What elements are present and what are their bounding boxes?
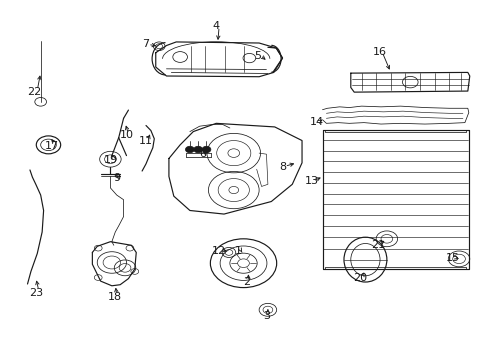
Text: 4: 4 [212, 21, 219, 31]
Text: 22: 22 [27, 87, 41, 97]
Text: 3: 3 [263, 311, 269, 320]
Text: 1: 1 [235, 246, 242, 256]
Text: 21: 21 [371, 240, 385, 250]
Text: 13: 13 [304, 176, 318, 186]
Text: 15: 15 [445, 253, 459, 263]
Text: 16: 16 [372, 46, 386, 57]
Text: 18: 18 [108, 292, 122, 302]
Text: 5: 5 [254, 51, 261, 61]
Text: 14: 14 [309, 117, 323, 127]
Text: 7: 7 [142, 40, 149, 49]
Circle shape [185, 146, 194, 153]
Text: 17: 17 [45, 141, 59, 151]
Text: 11: 11 [139, 136, 153, 145]
Circle shape [202, 146, 210, 153]
Text: 12: 12 [212, 246, 226, 256]
Text: 20: 20 [353, 273, 367, 283]
Circle shape [193, 146, 202, 153]
Text: 9: 9 [113, 173, 120, 183]
Text: 19: 19 [103, 155, 117, 165]
Text: 10: 10 [119, 130, 133, 140]
Text: 23: 23 [29, 288, 43, 298]
Text: 6: 6 [199, 149, 206, 159]
Text: 2: 2 [243, 277, 250, 287]
Text: 8: 8 [278, 162, 285, 172]
